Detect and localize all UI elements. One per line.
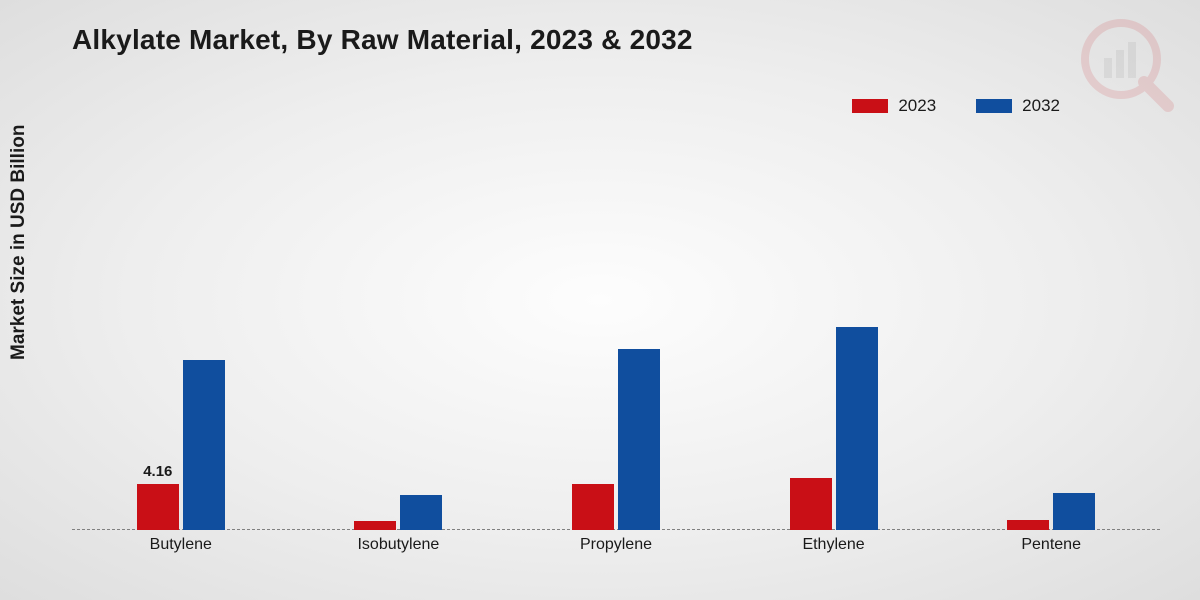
bar bbox=[137, 484, 179, 530]
x-axis-labels: ButyleneIsobutylenePropyleneEthylenePent… bbox=[72, 532, 1160, 560]
chart-title: Alkylate Market, By Raw Material, 2023 &… bbox=[72, 24, 693, 56]
value-label: 4.16 bbox=[143, 463, 172, 480]
legend-swatch-2032 bbox=[976, 99, 1012, 113]
bar bbox=[1053, 493, 1095, 530]
bar-group bbox=[725, 200, 943, 530]
bar bbox=[790, 478, 832, 530]
bar bbox=[183, 360, 225, 531]
bar bbox=[836, 327, 878, 531]
x-axis-label: Propylene bbox=[507, 532, 725, 560]
legend-label-2023: 2023 bbox=[898, 96, 936, 116]
legend-label-2032: 2032 bbox=[1022, 96, 1060, 116]
y-axis-label: Market Size in USD Billion bbox=[8, 125, 30, 360]
bar bbox=[618, 349, 660, 531]
bar bbox=[1007, 520, 1049, 530]
bar bbox=[400, 495, 442, 530]
bar-group: 4.16 bbox=[72, 200, 290, 530]
legend-item-2032: 2032 bbox=[976, 96, 1060, 116]
x-axis-label: Pentene bbox=[942, 532, 1160, 560]
legend-item-2023: 2023 bbox=[852, 96, 936, 116]
plot-area: 4.16 ButyleneIsobutylenePropyleneEthylen… bbox=[72, 200, 1160, 560]
x-axis-label: Ethylene bbox=[725, 532, 943, 560]
bar-groups: 4.16 bbox=[72, 200, 1160, 530]
legend: 2023 2032 bbox=[852, 96, 1060, 116]
bar-group bbox=[507, 200, 725, 530]
bar bbox=[354, 521, 396, 530]
legend-swatch-2023 bbox=[852, 99, 888, 113]
brand-watermark-icon bbox=[1076, 14, 1176, 114]
bar bbox=[572, 484, 614, 530]
x-axis-label: Butylene bbox=[72, 532, 290, 560]
bar-group bbox=[942, 200, 1160, 530]
bar-group bbox=[290, 200, 508, 530]
x-axis-label: Isobutylene bbox=[290, 532, 508, 560]
